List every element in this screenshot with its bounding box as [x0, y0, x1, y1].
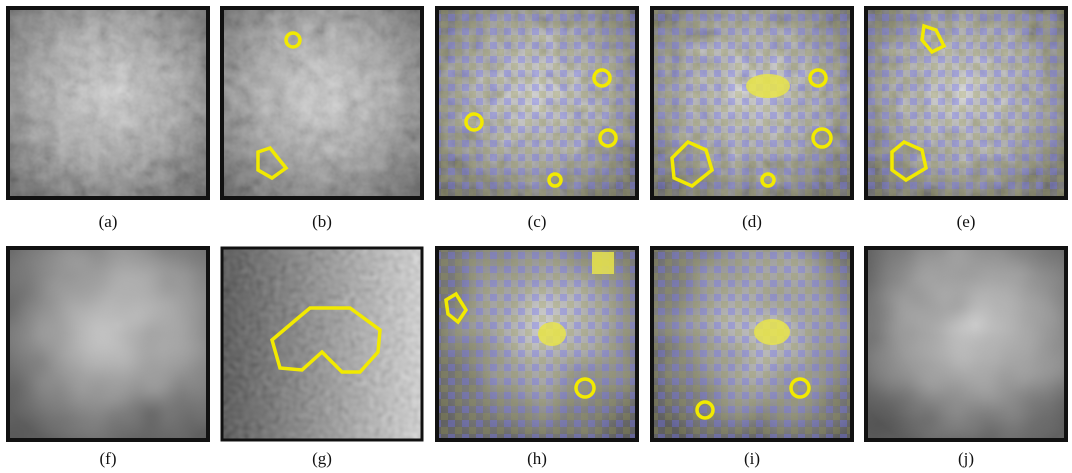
caption: (e)	[957, 212, 976, 231]
caption: (h)	[527, 449, 547, 468]
panel	[8, 248, 208, 440]
panel-row-top	[8, 8, 1066, 198]
panel	[8, 8, 208, 198]
panel	[652, 8, 852, 198]
caption: (g)	[312, 449, 332, 468]
caption: (c)	[528, 212, 547, 231]
caption: (i)	[744, 449, 760, 468]
figure: (a) (b) (c) (d) (e) (f) (g) (h) (i) (j)	[0, 0, 1072, 473]
panel	[222, 248, 422, 440]
panel	[652, 248, 852, 440]
caption: (b)	[312, 212, 332, 231]
caption: (d)	[742, 212, 762, 231]
panel	[437, 8, 637, 198]
panel	[222, 8, 422, 198]
caption: (f)	[100, 449, 117, 468]
caption: (j)	[958, 449, 974, 468]
caption: (a)	[99, 212, 118, 231]
panel	[866, 248, 1066, 440]
panel	[437, 248, 637, 440]
panel-row-bottom	[8, 248, 1066, 440]
panel	[866, 8, 1066, 198]
